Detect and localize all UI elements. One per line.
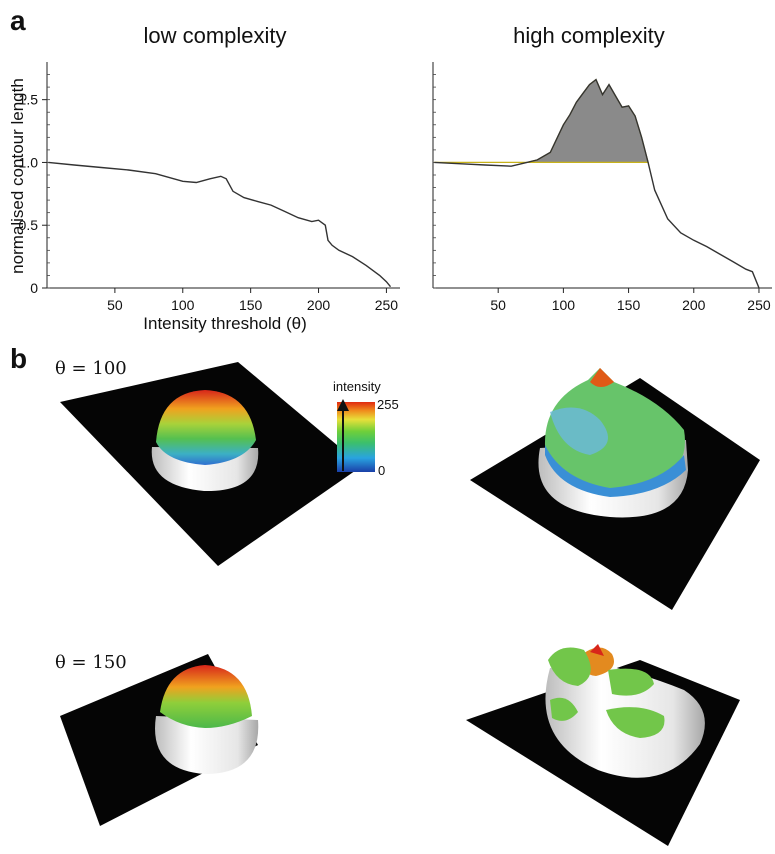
high-x-tick-label: 200 [682,297,706,313]
surface-high-theta150 [466,644,740,846]
colorbar-min-label: 0 [378,463,385,478]
chart-title-high: high complexity [513,23,665,48]
high-x-tick-label: 150 [617,297,641,313]
colorbar-max-label: 255 [377,397,399,412]
panel-a-letter: a [10,5,26,36]
series-line-low [48,161,392,288]
low-x-tick-label: 200 [307,297,331,313]
low-x-tick-label: 150 [239,297,263,313]
theta-label-100: θ = 100 [55,358,127,379]
high-x-tick-label: 250 [747,297,771,313]
shaded-area-above-baseline [434,78,649,163]
low-y-tick-label: 1.0 [19,154,39,170]
colorbar-title: intensity [333,379,381,394]
chart-high-complexity: high complexity 50 100 150 200 250 [432,23,772,313]
low-y-tick-label: 0 [30,280,38,296]
low-y-tick-label: 0.5 [19,217,39,233]
theta-label-150: θ = 150 [55,652,127,673]
surface-low-theta150 [60,654,259,826]
intensity-colorbar: intensity 255 0 [333,379,399,478]
chart-title-low: low complexity [143,23,286,48]
series-line-high [434,78,760,289]
chart-low-complexity: low complexity 50 100 150 200 25000.51.01.5 … [8,23,400,333]
y-axis-label: normalised contour length [8,78,27,274]
low-y-tick-label: 1.5 [19,92,39,108]
surface-high-theta100 [470,368,760,610]
x-axis-label: Intensity threshold (θ) [143,314,306,333]
surface-low-theta100 [60,362,362,566]
high-x-tick-label: 100 [552,297,576,313]
low-x-tick-label: 100 [171,297,195,313]
panel-b-letter: b [10,343,27,374]
low-x-tick-label: 50 [107,297,123,313]
colorbar-arrowhead [337,399,349,411]
high-x-tick-label: 50 [490,297,506,313]
low-x-tick-label: 250 [375,297,399,313]
